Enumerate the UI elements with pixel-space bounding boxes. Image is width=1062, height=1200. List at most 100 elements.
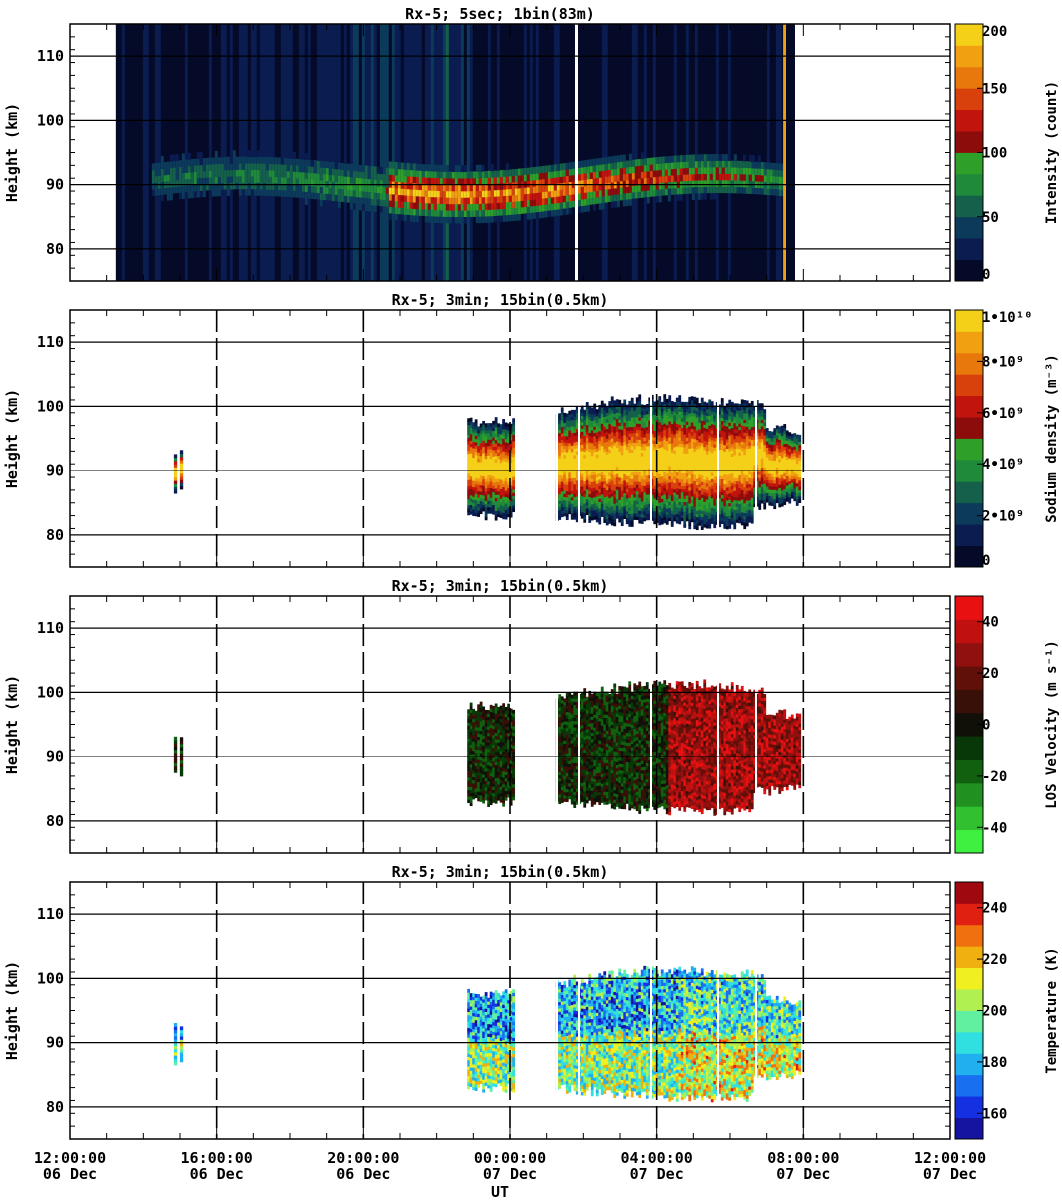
heatmap-cell [460,203,465,211]
heatmap-cell [680,417,684,422]
heatmap-cell [620,506,624,510]
heatmap-cell [605,479,609,484]
heatmap-cell [633,461,637,466]
heatmap-cell [663,426,667,431]
heatmap-column [619,24,624,281]
heatmap-cell [511,169,516,177]
heatmap-cell [427,202,432,210]
heatmap-cell [509,471,513,476]
heatmap-cell [349,183,354,191]
heatmap-cell [683,414,687,419]
heatmap-cell [628,455,632,460]
heatmap-cell [575,476,579,481]
heatmap-cell [181,159,186,167]
heatmap-cell [623,489,627,494]
heatmap-cell [575,434,579,439]
heatmap-column [487,24,492,281]
heatmap-cell [605,495,609,500]
heatmap-cell [700,522,704,527]
heatmap-cell [690,454,694,458]
heatmap-cell [505,163,510,171]
heatmap-cell [688,451,692,456]
heatmap-cell [665,511,669,516]
heatmap-cell [708,405,712,410]
heatmap-cell [620,499,624,504]
heatmap-cell [638,471,642,476]
heatmap-cell [663,458,667,463]
heatmap-cell [403,182,408,190]
heatmap-cell [655,182,660,190]
heatmap-cell [673,411,677,416]
heatmap-cell [723,425,727,430]
heatmap-cell [565,461,569,466]
heatmap-cell [482,472,486,477]
heatmap-cell [469,436,473,441]
heatmap-cell [709,179,714,187]
heatmap-cell [388,187,393,195]
heatmap-cell [635,468,639,472]
heatmap-cell [708,502,712,507]
heatmap-column [133,24,138,281]
heatmap-cell [568,500,572,505]
heatmap-cell [607,182,612,190]
heatmap-cell [620,422,624,427]
heatmap-cell [645,448,649,453]
heatmap-cell [499,437,503,441]
heatmap-cell [603,454,607,459]
heatmap-cell [693,409,697,414]
heatmap-cell [703,440,707,445]
heatmap-cell [691,186,696,194]
heatmap-cell [670,490,674,495]
heatmap-cell [605,444,609,449]
heatmap-cell [628,420,632,424]
heatmap-cell [509,465,513,470]
heatmap-cell [713,501,717,506]
heatmap-cell [467,450,471,455]
heatmap-cell [670,175,675,182]
heatmap-cell [151,182,156,190]
heatmap-cell [479,426,483,431]
heatmap-cell [286,151,291,159]
heatmap-cell [484,490,488,495]
heatmap-cell [608,481,612,486]
heatmap-cell [214,150,219,158]
heatmap-cell [693,448,697,453]
heatmap-cell [698,457,702,462]
heatmap-cell [469,504,473,509]
heatmap-cell [703,504,707,509]
heatmap-cell [705,515,709,519]
heatmap-cell [472,190,477,198]
heatmap-cell [650,500,654,505]
heatmap-cell [469,184,474,192]
heatmap-cell [718,455,722,460]
heatmap-cell [570,451,574,456]
heatmap-cell [477,436,481,440]
heatmap-cell [400,201,405,209]
heatmap-cell [710,462,714,467]
heatmap-cell [683,427,687,432]
heatmap-cell [650,407,654,412]
heatmap-cell [337,181,342,189]
heatmap-cell [166,167,171,175]
heatmap-cell [313,192,318,200]
heatmap-cell [193,190,198,198]
heatmap-cell [509,449,513,454]
heatmap-cell [721,154,726,161]
heatmap-cell [718,173,723,181]
heatmap-cell [560,500,564,505]
heatmap-cell [670,484,674,489]
heatmap-cell [723,492,727,497]
heatmap-cell [598,433,602,438]
heatmap-cell [700,154,705,162]
heatmap-cell [172,160,177,168]
heatmap-cell [319,199,324,207]
heatmap-cell [481,196,486,204]
heatmap-cell [509,433,513,438]
heatmap-cell [693,444,697,449]
heatmap-cell [608,484,612,489]
heatmap-column [568,24,573,281]
heatmap-cell [593,483,597,488]
heatmap-cell [421,196,426,204]
heatmap-column [136,24,141,281]
heatmap-cell [558,461,562,466]
